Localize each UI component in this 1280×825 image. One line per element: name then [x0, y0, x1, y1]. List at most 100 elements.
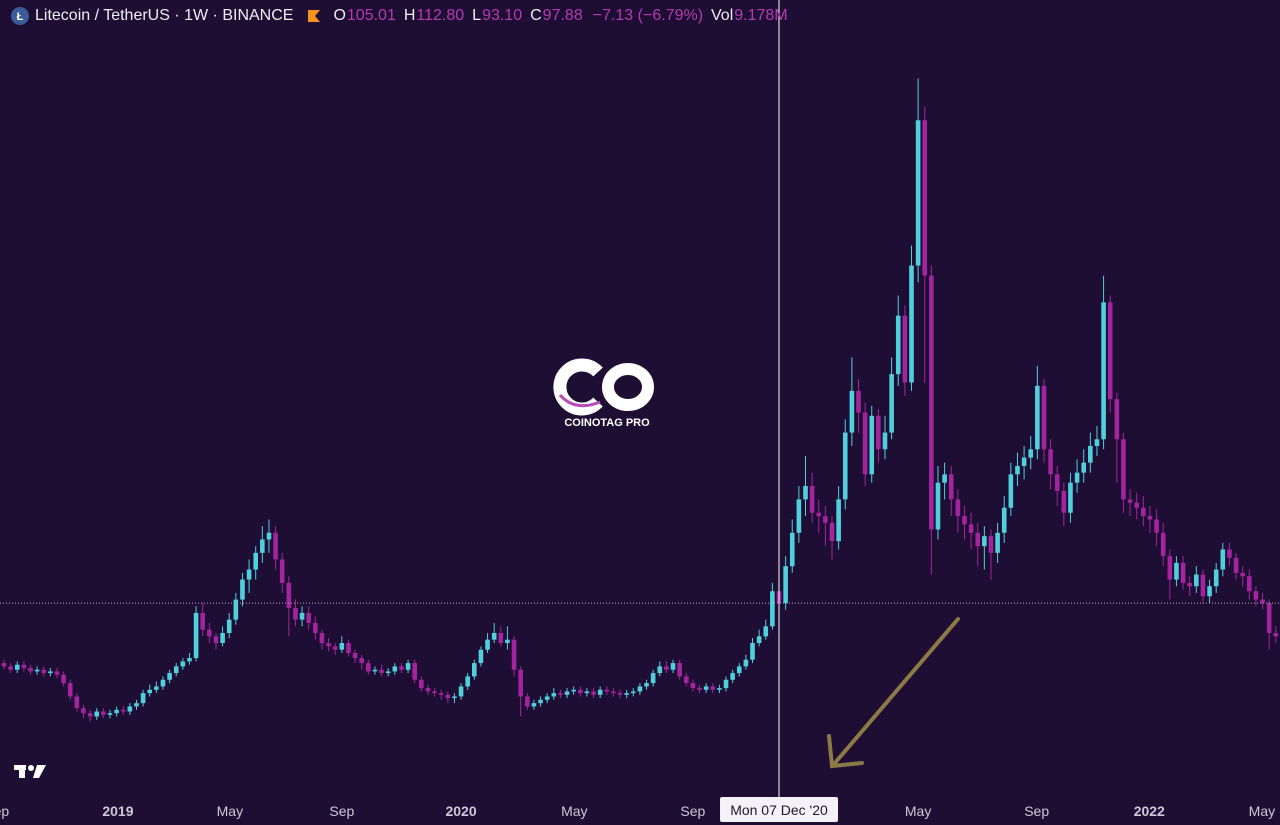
candle-body: [14, 664, 20, 670]
candle-body: [438, 693, 444, 695]
candle-body: [955, 499, 961, 517]
candle-body: [968, 524, 974, 533]
candle-body: [591, 691, 596, 695]
candle-body: [458, 686, 464, 697]
candle-body: [1088, 445, 1093, 463]
candle-body: [995, 532, 1000, 553]
candle-body: [690, 683, 696, 689]
candle-body: [1134, 502, 1140, 508]
candle-body: [213, 636, 219, 644]
candle-body: [21, 664, 27, 669]
candle-body: [1054, 474, 1060, 492]
x-tick-label: May: [905, 803, 931, 819]
candle-body: [1035, 385, 1040, 450]
candle-body: [48, 671, 53, 674]
candle-body: [1273, 633, 1279, 637]
candle-body: [988, 536, 994, 553]
candle-body: [975, 532, 981, 547]
candle-body: [1227, 549, 1232, 558]
ohlc-value: 112.80: [416, 7, 465, 24]
candle-body: [577, 689, 583, 694]
crosshair-time-label: Mon 07 Dec '20: [730, 802, 828, 818]
candle-body: [41, 669, 47, 674]
candle-body: [856, 390, 861, 413]
candle-body: [127, 706, 133, 712]
candle-body: [909, 265, 914, 383]
candle-body: [366, 663, 371, 672]
candle-body: [1253, 591, 1259, 600]
candle-body: [710, 686, 716, 690]
candle-body: [220, 633, 225, 644]
candle-body: [266, 532, 272, 540]
candle-body: [1041, 385, 1047, 450]
candle-body: [770, 591, 775, 627]
candle-body: [637, 686, 643, 692]
x-tick-label: Sep: [329, 803, 354, 819]
candle-body: [1094, 439, 1100, 446]
candle-body: [465, 676, 470, 687]
candle-body: [1154, 519, 1159, 533]
candle-body: [445, 694, 451, 699]
ohlc-key: C: [530, 7, 542, 24]
symbol-title: Litecoin / TetherUS · 1W · BINANCE: [35, 7, 294, 24]
candle-body: [200, 612, 206, 630]
candle-body: [743, 659, 749, 667]
candle-body: [1240, 572, 1245, 577]
candle-body: [604, 689, 610, 692]
candle-body: [260, 539, 265, 553]
candle-body: [372, 669, 378, 672]
candle-body: [1141, 507, 1146, 517]
candle-body: [915, 120, 921, 266]
candle-body: [1233, 557, 1239, 573]
candle-body: [246, 569, 252, 580]
candle-body: [842, 432, 848, 500]
x-tick-label: Sep: [680, 803, 705, 819]
candle-body: [789, 532, 795, 567]
candle-body: [558, 693, 563, 695]
candle-body: [352, 653, 358, 659]
candle-body: [1174, 562, 1179, 580]
candle-body: [167, 673, 172, 680]
candle-body: [61, 674, 66, 684]
candle-body: [611, 691, 616, 694]
coin-icon: Ł: [11, 7, 29, 25]
svg-text:Ł: Ł: [17, 11, 24, 23]
candle-body: [485, 639, 490, 650]
x-tick-label: 2022: [1134, 803, 1165, 819]
x-tick-label: Sep: [0, 803, 9, 819]
candle-body: [902, 315, 908, 383]
crosshair-time-box: [720, 797, 839, 822]
candle-body: [412, 663, 417, 680]
candle-body: [1107, 302, 1113, 400]
candle-body: [379, 669, 384, 674]
candle-body: [419, 679, 424, 689]
candle-body: [253, 552, 259, 570]
candle-body: [472, 663, 477, 677]
volume-value: 9.178M: [734, 7, 788, 24]
candle-body: [511, 639, 517, 670]
candle-body: [1, 663, 7, 667]
candle-body: [809, 486, 815, 513]
candle-body: [697, 688, 702, 690]
x-tick-label: May: [1249, 803, 1275, 819]
ohlc-key: O: [333, 7, 346, 24]
candle-body: [332, 646, 338, 650]
candle-body: [193, 612, 199, 659]
candle-body: [432, 691, 437, 694]
candle-body: [723, 679, 729, 689]
candle-body: [624, 693, 629, 695]
candle-body: [478, 649, 484, 664]
candle-body: [1068, 482, 1073, 513]
candle-body: [922, 120, 928, 276]
candle-body: [491, 633, 497, 640]
candle-body: [134, 703, 139, 707]
candle-body: [876, 415, 881, 450]
ohlc-value: 97.88: [542, 7, 583, 24]
candle-body: [385, 671, 391, 674]
candle-body: [703, 686, 709, 690]
candle-body: [140, 693, 146, 704]
candle-body: [538, 699, 543, 704]
candle-body: [942, 474, 947, 483]
candle-body: [279, 559, 285, 583]
candle-body: [147, 689, 153, 694]
